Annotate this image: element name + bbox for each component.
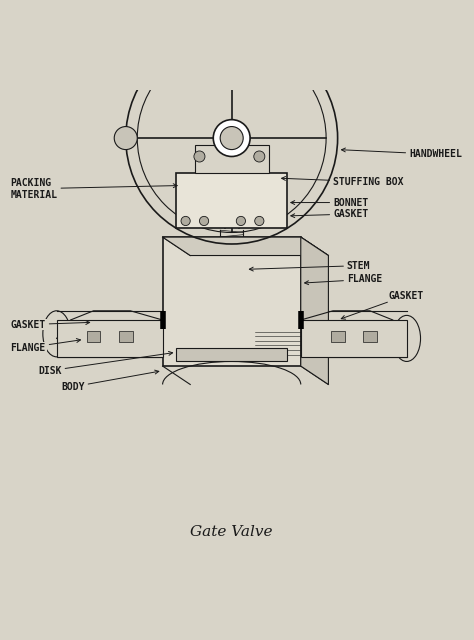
- Circle shape: [220, 127, 243, 150]
- Polygon shape: [163, 237, 328, 255]
- Circle shape: [254, 151, 265, 162]
- Circle shape: [213, 120, 250, 157]
- Bar: [176, 173, 287, 228]
- Circle shape: [237, 216, 246, 225]
- Polygon shape: [163, 237, 301, 366]
- Circle shape: [181, 216, 190, 225]
- Circle shape: [200, 216, 209, 225]
- Polygon shape: [301, 320, 407, 357]
- Text: BODY: BODY: [61, 370, 159, 392]
- Polygon shape: [176, 348, 287, 362]
- Text: DISK: DISK: [38, 351, 173, 376]
- Text: Gate Valve: Gate Valve: [191, 525, 273, 539]
- Text: PACKING
MATERIAL: PACKING MATERIAL: [10, 178, 177, 200]
- Text: STEM: STEM: [249, 260, 370, 271]
- Text: BONNET: BONNET: [291, 198, 368, 207]
- Polygon shape: [57, 320, 163, 357]
- Text: STUFFING BOX: STUFFING BOX: [282, 177, 403, 187]
- Text: FLANGE: FLANGE: [305, 275, 382, 285]
- Text: GASKET: GASKET: [341, 291, 424, 319]
- Text: GASKET: GASKET: [10, 319, 90, 330]
- Bar: [195, 145, 269, 173]
- Bar: [331, 331, 345, 342]
- Bar: [119, 331, 133, 342]
- Bar: [87, 331, 100, 342]
- Circle shape: [114, 127, 137, 150]
- Polygon shape: [301, 237, 328, 385]
- Bar: [363, 331, 377, 342]
- Text: GASKET: GASKET: [291, 209, 368, 219]
- Circle shape: [255, 216, 264, 225]
- Circle shape: [194, 151, 205, 162]
- Text: FLANGE: FLANGE: [10, 339, 81, 353]
- Text: HANDWHEEL: HANDWHEEL: [341, 148, 462, 159]
